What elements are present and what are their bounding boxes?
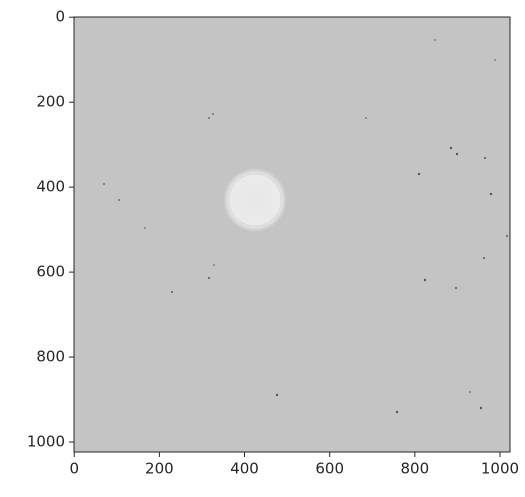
axes-frame bbox=[73, 16, 511, 453]
y-tick-label: 400 bbox=[36, 178, 65, 196]
x-tick-label: 600 bbox=[315, 460, 344, 478]
y-tick-label: 1000 bbox=[27, 433, 65, 451]
image bbox=[74, 17, 510, 452]
bright-spot-ring bbox=[228, 173, 282, 227]
x-tick-label: 0 bbox=[69, 460, 79, 478]
y-tick-label: 200 bbox=[36, 93, 65, 111]
y-tick-label: 800 bbox=[36, 348, 65, 366]
x-tick-label: 200 bbox=[145, 460, 174, 478]
x-tick-label: 1000 bbox=[481, 460, 519, 478]
bright-spot bbox=[223, 168, 287, 232]
y-tick-label: 600 bbox=[36, 263, 65, 281]
specks bbox=[103, 39, 508, 414]
image-background bbox=[74, 17, 510, 452]
y-tick-label: 0 bbox=[55, 8, 65, 26]
x-tick-label: 400 bbox=[230, 460, 259, 478]
x-tick-label: 800 bbox=[401, 460, 430, 478]
